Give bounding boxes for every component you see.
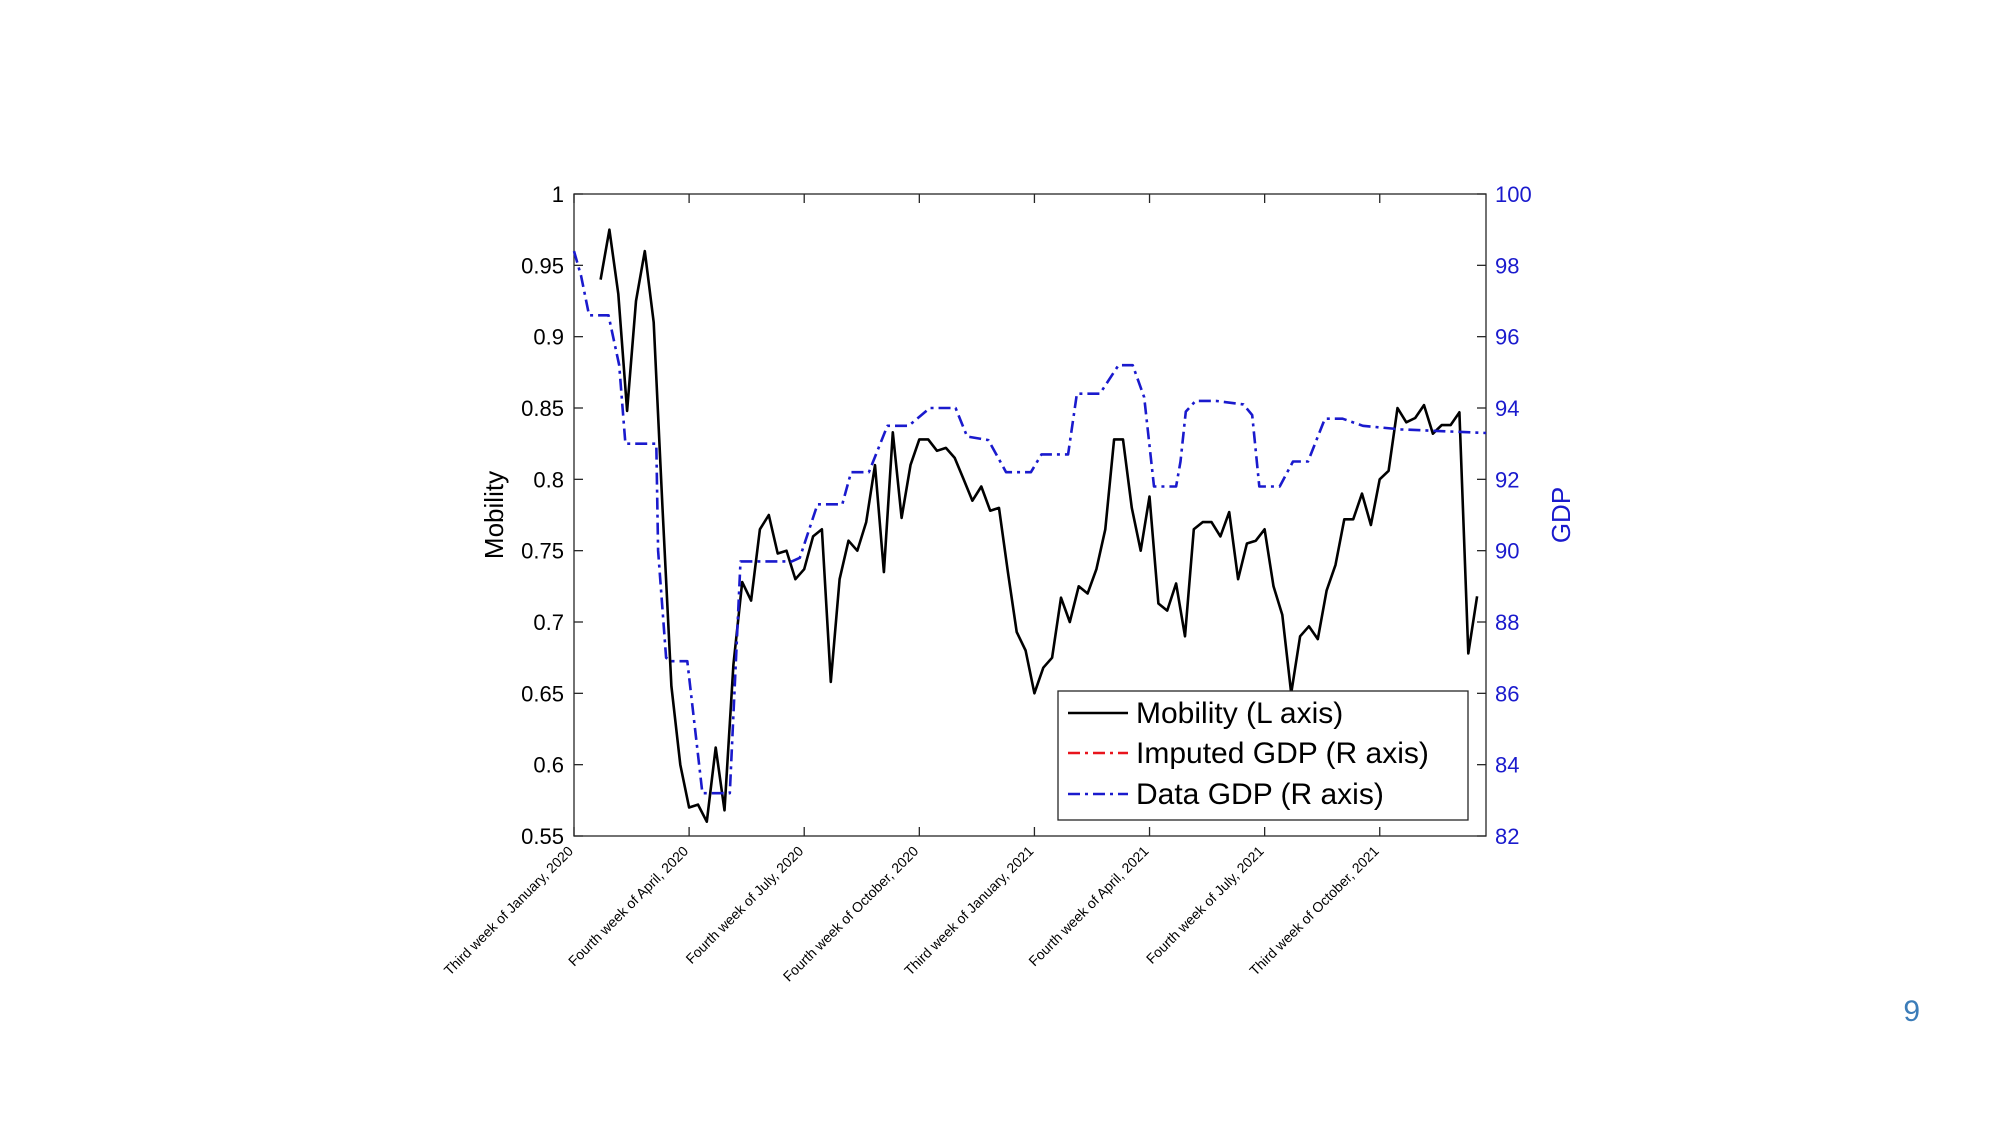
legend-label-imputed-gdp: Imputed GDP (R axis) <box>1136 737 1429 770</box>
left-tick-label: 0.7 <box>533 610 564 635</box>
right-tick-label: 100 <box>1495 182 1532 207</box>
mobility-line <box>599 228 1479 823</box>
left-tick-label: 0.9 <box>533 325 564 350</box>
data-gdp-line <box>572 250 1487 795</box>
x-tick-label: Fourth week of July, 2020 <box>682 843 806 967</box>
left-tick-label: 0.55 <box>521 824 564 849</box>
legend-label-data-gdp: Data GDP (R axis) <box>1136 778 1384 811</box>
right-tick-label: 88 <box>1495 610 1519 635</box>
left-tick-label: 1 <box>552 182 564 207</box>
left-axis: 0.55 0.6 0.65 0.7 0.75 0.8 0.85 0.9 0.95 1 <box>521 182 583 849</box>
x-tick-label: Fourth week of April, 2020 <box>565 843 691 969</box>
legend-label-mobility: Mobility (L axis) <box>1136 697 1343 730</box>
x-tick-label: Fourth week of July, 2021 <box>1143 843 1267 967</box>
left-tick-label: 0.95 <box>521 253 564 278</box>
right-tick-label: 92 <box>1495 467 1519 492</box>
slide-page-number: 9 <box>1903 995 1920 1028</box>
x-tick-label: Third week of October, 2021 <box>1246 843 1382 979</box>
left-tick-label: 0.85 <box>521 396 564 421</box>
left-tick-label: 0.8 <box>533 467 564 492</box>
left-tick-label: 0.65 <box>521 681 564 706</box>
left-tick-label: 0.6 <box>533 753 564 778</box>
right-tick-label: 98 <box>1495 253 1519 278</box>
right-axis-title: GDP <box>1546 487 1576 543</box>
series-layer <box>572 228 1487 823</box>
right-tick-label: 86 <box>1495 681 1519 706</box>
x-tick-label: Fourth week of October, 2020 <box>780 843 922 985</box>
right-tick-label: 90 <box>1495 539 1519 564</box>
right-tick-label: 84 <box>1495 753 1519 778</box>
right-axis: 82 84 86 88 90 92 94 96 98 100 <box>1477 182 1532 849</box>
left-axis-title: Mobility <box>479 471 509 559</box>
right-tick-label: 96 <box>1495 325 1519 350</box>
left-tick-label: 0.75 <box>521 539 564 564</box>
x-tick-label: Fourth week of April, 2021 <box>1025 843 1151 969</box>
right-tick-label: 94 <box>1495 396 1519 421</box>
x-tick-label: Third week of January, 2021 <box>901 843 1037 979</box>
right-tick-label: 82 <box>1495 824 1519 849</box>
x-tick-label: Third week of January, 2020 <box>441 843 577 979</box>
legend: Mobility (L axis) Imputed GDP (R axis) D… <box>1057 690 1469 821</box>
